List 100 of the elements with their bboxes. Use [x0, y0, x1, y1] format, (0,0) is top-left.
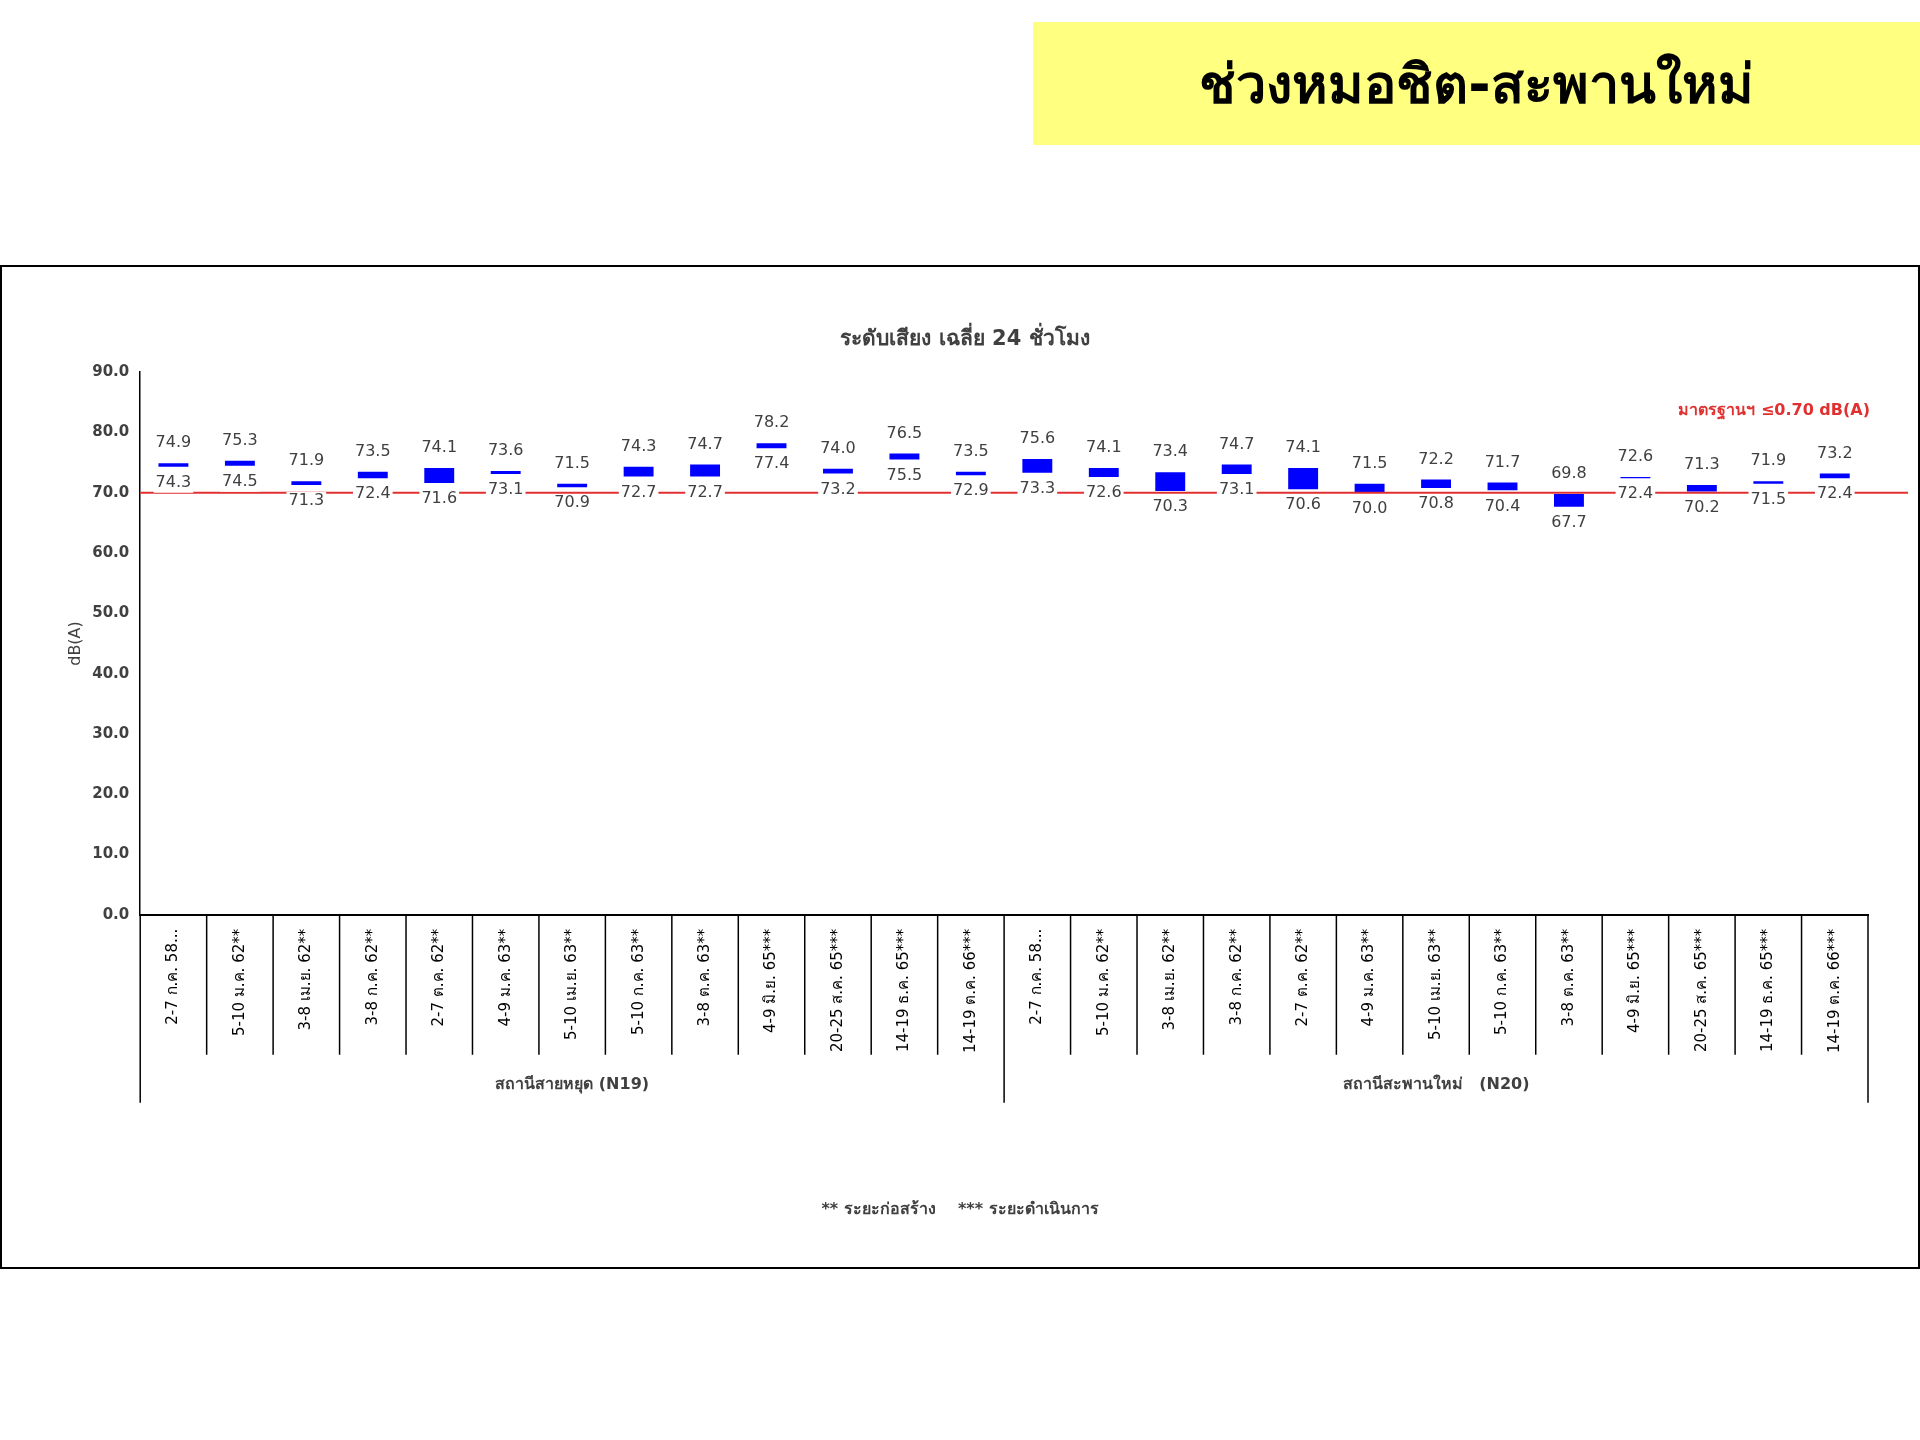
- x-tick-label: 4-9 มิ.ย. 65***: [761, 928, 780, 1033]
- bar: [424, 468, 455, 484]
- x-tick-label: 20-25 ส.ค. 65***: [1691, 928, 1710, 1052]
- data-label: 73.4: [1152, 441, 1189, 461]
- bar: [224, 460, 255, 466]
- x-tick-label: 4-9 ม.ค. 63**: [495, 928, 514, 1027]
- y-tick-label: 60.0: [92, 542, 130, 561]
- x-tick-label: 3-8 ก.ค. 62**: [362, 928, 381, 1026]
- y-tick-label: 30.0: [92, 723, 130, 742]
- x-tick-label: 14-19 ธ.ค. 65***: [1758, 928, 1777, 1052]
- bar: [1686, 484, 1717, 492]
- annotation: 72.9: [953, 480, 989, 500]
- data-label: 73.5: [354, 440, 391, 460]
- x-tick-label: 14-19 ธ.ค. 65***: [894, 928, 913, 1052]
- bar: [1421, 479, 1451, 488]
- x-tick-label: 5-10 เม.ย. 63**: [1425, 928, 1444, 1040]
- annotation: 73.3: [1019, 478, 1056, 498]
- data-label: 74.3: [620, 436, 657, 455]
- x-tick-label: 3-8 ก.ค. 62**: [1226, 928, 1245, 1026]
- x-tick-label: 2-7 ก.ค. 58...: [163, 928, 182, 1025]
- data-label: 71.7: [1484, 451, 1521, 471]
- data-label: 74.7: [1218, 433, 1255, 453]
- x-tick-label: 2-7 ก.ค. 58...: [1027, 928, 1046, 1025]
- x-tick-label: 3-8 ต.ค. 63**: [694, 928, 713, 1027]
- text: สถานีสะพานใหม่ (N20): [1342, 1073, 1530, 1093]
- x-tick-label: 5-10 ม.ค. 62**: [229, 928, 248, 1036]
- annotation: 77.4: [753, 453, 790, 473]
- y-tick-label: 20.0: [92, 784, 130, 803]
- data-label: 74.1: [1085, 437, 1122, 457]
- annotation: 67.7: [1551, 511, 1587, 531]
- x-tick-label: 4-9 ม.ค. 63**: [1359, 928, 1378, 1027]
- data-label: 71.9: [288, 450, 325, 470]
- annotation: 73.1: [1218, 479, 1255, 499]
- data-label: 72.2: [1418, 448, 1454, 468]
- data-label: 75.3: [222, 429, 258, 449]
- annotation: 70.4: [1484, 495, 1521, 515]
- bar: [1221, 464, 1252, 475]
- bar: [756, 443, 787, 449]
- annotation: 70.9: [554, 492, 590, 512]
- annotation: 74.3: [155, 472, 192, 491]
- annotation: 72.7: [620, 481, 657, 501]
- x-tick-label: 5-10 ก.ค. 63**: [1492, 928, 1511, 1035]
- data-label: 71.5: [554, 452, 590, 472]
- bar: [158, 463, 189, 467]
- annotation: 72.4: [1617, 483, 1654, 503]
- annotation: 75.5: [886, 464, 923, 484]
- chart-title: ช่วงหมอชิต-สะพานใหม่: [1033, 22, 1920, 145]
- data-label: 73.2: [1816, 442, 1853, 462]
- annotation: 70.0: [1351, 497, 1388, 517]
- annotation: 73.2: [820, 478, 856, 498]
- bar: [490, 471, 521, 475]
- x-tick-label: 2-7 ต.ค. 62**: [1293, 928, 1312, 1027]
- chart-subtitle: ระดับเสียง เฉลี่ย 24 ชั่วโมง: [840, 322, 1090, 351]
- y-tick-label: 50.0: [92, 603, 130, 622]
- y-axis-title: dB(A): [64, 621, 84, 666]
- x-tick-label: 2-7 ต.ค. 62**: [429, 928, 448, 1027]
- y-tick-label: 80.0: [92, 422, 130, 441]
- data-label: 73.6: [487, 440, 524, 460]
- data-label: 74.9: [155, 432, 192, 452]
- annotation: 70.2: [1684, 496, 1720, 516]
- data-label: 71.9: [1750, 450, 1787, 470]
- data-label: 74.7: [687, 433, 723, 453]
- bar: [690, 464, 721, 477]
- y-tick-label: 90.0: [92, 362, 130, 381]
- x-tick-label: 3-8 เม.ย. 62**: [296, 928, 315, 1031]
- x-tick-label: 5-10 ม.ค. 62**: [1093, 928, 1112, 1036]
- data-label: 74.1: [421, 437, 458, 457]
- data-label: 71.5: [1351, 452, 1388, 472]
- annotation: 72.6: [1085, 482, 1122, 502]
- x-tick-label: 3-8 ต.ค. 63**: [1558, 928, 1577, 1027]
- y-tick-label: 0.0: [102, 904, 130, 923]
- x-tick-label: 3-8 เม.ย. 62**: [1160, 928, 1179, 1031]
- x-tick-label: 5-10 ก.ค. 63**: [628, 928, 647, 1035]
- annotation: 73.1: [487, 479, 524, 499]
- data-label: 78.2: [753, 412, 790, 432]
- text: ** ระยะก่อสร้าง *** ระยะดำเนินการ: [821, 1198, 1099, 1218]
- bar: [357, 471, 388, 479]
- ref-line-label: มาตรฐานฯ ≤0.70 dB(A): [1678, 399, 1870, 420]
- bar: [889, 453, 920, 460]
- data-label: 74.1: [1285, 437, 1321, 457]
- annotation: 74.5: [222, 470, 258, 490]
- annotation: 71.6: [421, 488, 458, 508]
- x-tick-label: 14-19 ต.ค. 66***: [1824, 928, 1843, 1053]
- annotation: 71.3: [288, 490, 325, 510]
- x-tick-label: 5-10 เม.ย. 63**: [562, 928, 581, 1040]
- bar: [1288, 468, 1319, 490]
- y-tick-label: 70.0: [92, 482, 130, 501]
- annotation: 70.3: [1152, 496, 1189, 516]
- annotation: 72.7: [687, 481, 723, 501]
- data-label: 75.6: [1019, 428, 1056, 448]
- x-tick-label: 14-19 ต.ค. 66***: [960, 928, 979, 1053]
- data-label: 76.5: [886, 422, 923, 442]
- data-label: 74.0: [820, 437, 856, 457]
- text: สถานีสายหยุด (N19): [495, 1073, 650, 1094]
- bar: [1554, 493, 1584, 507]
- bar: [1819, 473, 1850, 479]
- data-label: 71.3: [1684, 454, 1720, 474]
- annotation: 72.4: [1816, 483, 1853, 503]
- data-label: 69.8: [1551, 463, 1587, 483]
- bar: [1155, 472, 1186, 491]
